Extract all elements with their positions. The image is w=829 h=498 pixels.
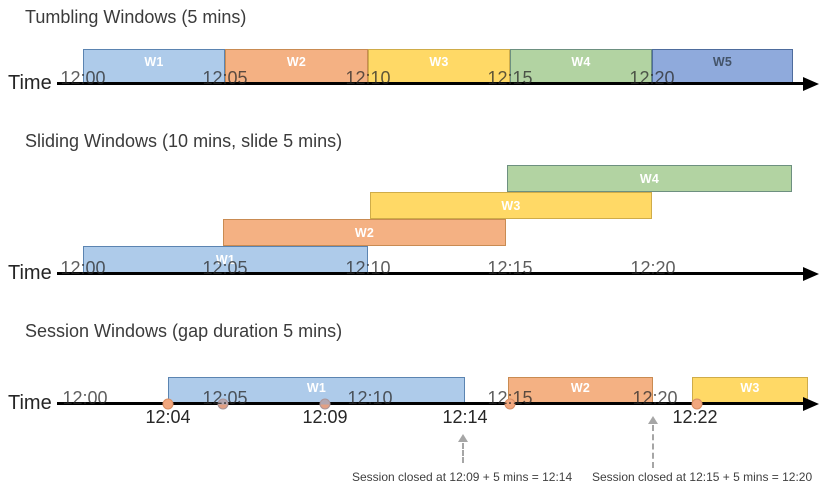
- event-dot: [691, 398, 703, 410]
- window-label: W3: [501, 198, 521, 213]
- event-dot: [319, 398, 331, 410]
- section-title: Tumbling Windows (5 mins): [25, 7, 247, 27]
- window-label: W4: [571, 55, 591, 69]
- window-w3: W3: [368, 49, 510, 83]
- timeline-arrowhead-icon: [803, 266, 819, 281]
- event-dot: [217, 398, 229, 410]
- event-time-label: 12:14: [442, 407, 488, 427]
- event-time-label: 12:22: [672, 407, 718, 427]
- axis-tick-label: 12:20: [629, 68, 675, 88]
- session-close-caption: Session closed at 12:09 + 5 mins = 12:14: [352, 470, 573, 484]
- axis-tick-label: 12:20: [630, 258, 676, 278]
- window-label: W1: [306, 381, 327, 395]
- axis-tick-label: 12:15: [487, 388, 533, 408]
- window-w4: W4: [507, 165, 792, 192]
- window-w1: W1: [168, 377, 465, 403]
- axis-tick-label: 12:05: [202, 258, 248, 278]
- window-label: W2: [286, 55, 307, 69]
- axis-tick-label: 12:15: [487, 258, 533, 278]
- window-label: W4: [639, 171, 660, 186]
- session-close-caption: Session closed at 12:15 + 5 mins = 12:20: [592, 470, 813, 484]
- time-axis-label: Time: [8, 72, 52, 94]
- axis-tick-label: 12:00: [62, 388, 108, 408]
- axis-tick-label: 12:10: [347, 388, 393, 408]
- arrow-up-icon: [648, 416, 658, 424]
- session-close-arrow: [652, 425, 654, 468]
- session-close-arrow: [462, 443, 464, 463]
- window-label: W3: [740, 381, 760, 395]
- window-w2: W2: [508, 377, 653, 403]
- axis-tick-label: 12:05: [202, 68, 248, 88]
- window-w3: W3: [370, 192, 652, 219]
- window-label: W1: [215, 252, 236, 267]
- timeline-axis: [57, 272, 804, 275]
- timeline-axis: [57, 82, 804, 85]
- window-w1: W1: [83, 49, 225, 83]
- event-time-label: 12:09: [302, 407, 348, 427]
- axis-tick-label: 12:00: [60, 68, 106, 88]
- window-w5: W5: [652, 49, 793, 83]
- axis-tick-label: 12:05: [202, 388, 248, 408]
- event-dot: [162, 398, 174, 410]
- timeline-axis: [57, 402, 804, 405]
- window-label: W2: [354, 225, 375, 240]
- axis-tick-label: 12:20: [632, 388, 678, 408]
- axis-tick-label: 12:00: [60, 258, 106, 278]
- window-w3: W3: [692, 377, 808, 403]
- timeline-arrowhead-icon: [803, 76, 819, 91]
- time-axis-label: Time: [8, 262, 52, 284]
- timeline-arrowhead-icon: [803, 396, 819, 411]
- arrow-up-icon: [458, 434, 468, 442]
- section-title: Session Windows (gap duration 5 mins): [25, 321, 343, 341]
- window-label: W2: [570, 381, 591, 395]
- axis-tick-label: 12:10: [345, 68, 391, 88]
- window-label: W5: [712, 55, 733, 69]
- window-label: W1: [144, 55, 164, 69]
- section-title: Sliding Windows (10 mins, slide 5 mins): [25, 131, 343, 151]
- axis-tick-label: 12:15: [487, 68, 533, 88]
- window-label: W3: [429, 55, 449, 69]
- event-dot: [504, 398, 516, 410]
- event-time-label: 12:04: [145, 407, 191, 427]
- window-w2: W2: [223, 219, 506, 246]
- time-axis-label: Time: [8, 392, 52, 414]
- axis-tick-label: 12:10: [345, 258, 391, 278]
- window-w1: W1: [83, 246, 368, 273]
